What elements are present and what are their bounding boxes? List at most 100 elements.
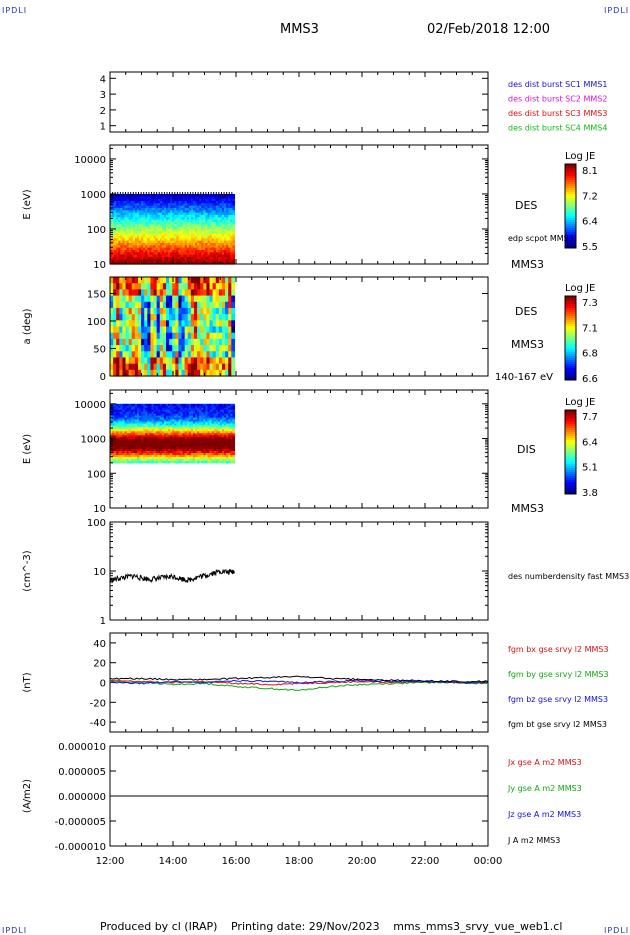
colorbar-cell [565, 346, 576, 348]
colorbar-cell [565, 362, 576, 364]
y-axis-label-1: E (eV) [22, 189, 33, 219]
legend-entry-magnetic-field: fgm bt gse srvy l2 MMS3 [508, 720, 607, 729]
panel-frame-0 [110, 72, 488, 132]
colorbar-cell [565, 194, 576, 196]
pitch-angle-cell [231, 277, 235, 284]
dis-energy-spectrogram [110, 404, 235, 464]
colorbar-cell [565, 202, 576, 204]
colorbar-cell [565, 440, 576, 442]
colorbar-title: Log JE [565, 283, 595, 294]
colorbar-cell [565, 196, 576, 198]
colorbar-cell [565, 350, 576, 352]
colorbar-cell [565, 176, 576, 178]
spacecraft-label-des-pitch: MMS3 [511, 338, 544, 351]
legend-entry-density: des numberdensity fast MMS3 [508, 572, 629, 581]
colorbar-cell [565, 454, 576, 456]
colorbar-cell [565, 460, 576, 462]
colorbar-cell [565, 374, 576, 376]
colorbar-cell [565, 470, 576, 472]
colorbar-cell [565, 204, 576, 206]
colorbar-cell [565, 366, 576, 368]
colorbar-dis-energy: Log JE7.76.45.13.8 [565, 397, 598, 499]
colorbar-cell [565, 354, 576, 356]
colorbar-cell [565, 192, 576, 194]
colorbar-cell [565, 426, 576, 428]
colorbar-cell [565, 468, 576, 470]
pitch-angle-cell [231, 327, 235, 334]
colorbar-cell [565, 342, 576, 344]
colorbar-tick-label: 7.7 [582, 412, 598, 423]
colorbar-cell [565, 338, 576, 340]
colorbar-cell [565, 352, 576, 354]
colorbar-cell [565, 412, 576, 414]
colorbar-cell [565, 230, 576, 232]
y-axis-label-2: a (deg) [22, 308, 33, 344]
colorbar-cell [565, 448, 576, 450]
colorbar-cell [565, 178, 576, 180]
spacecraft-label-des-energy: MMS3 [511, 258, 544, 271]
colorbar-cell [565, 172, 576, 174]
des-pitch-angle-spectrogram [110, 277, 235, 377]
colorbar-cell [565, 188, 576, 190]
colorbar-cell [565, 326, 576, 328]
colorbar-tick-label: 6.4 [582, 217, 598, 228]
y-tick-label: 10000 [74, 155, 106, 166]
colorbar-cell [565, 464, 576, 466]
y-tick-label: 100 [87, 317, 106, 328]
colorbar-cell [565, 490, 576, 492]
colorbar-cell [565, 200, 576, 202]
colorbar-cell [565, 208, 576, 210]
colorbar-cell [565, 442, 576, 444]
pitch-angle-cell [231, 314, 235, 321]
colorbar-cell [565, 244, 576, 246]
colorbar-cell [565, 332, 576, 334]
colorbar-title: Log JE [565, 151, 595, 162]
instrument-label-des-pitch: DES [515, 305, 537, 318]
y-tick-label: 100 [87, 469, 106, 480]
colorbar-tick-label: 7.1 [582, 323, 598, 334]
colorbar-cell [565, 444, 576, 446]
colorbar-tick-label: 6.6 [582, 374, 598, 385]
pitch-angle-cell [231, 283, 235, 290]
colorbar-cell [565, 330, 576, 332]
colorbar-tick-label: 8.1 [582, 166, 598, 177]
colorbar-cell [565, 452, 576, 454]
y-tick-label: 10 [93, 504, 106, 515]
spacecraft-label-dis: MMS3 [511, 502, 544, 515]
pitch-angle-cell [231, 289, 235, 296]
colorbar-cell [565, 190, 576, 192]
colorbar-cell [565, 224, 576, 226]
des-energy-spectrogram [110, 192, 235, 265]
colorbar-tick-label: 7.3 [582, 298, 598, 309]
y-axis-label-5: (nT) [22, 672, 33, 692]
colorbar-cell [565, 368, 576, 370]
colorbar-cell [565, 424, 576, 426]
colorbar-title: Log JE [565, 397, 595, 408]
y-tick-label: 1000 [81, 435, 106, 446]
colorbar-tick-label: 6.8 [582, 349, 598, 360]
legend-entry-availability: des dist burst SC1 MMS1 [508, 80, 607, 89]
y-tick-label: -40 [90, 718, 106, 729]
pitch-angle-cell [231, 302, 235, 309]
legend-entry-availability: des dist burst SC2 MMS2 [508, 95, 607, 104]
dis-spectrogram-cell [232, 461, 235, 464]
colorbar-tick-label: 3.8 [582, 488, 598, 499]
colorbar-cell [565, 364, 576, 366]
pitch-angle-cell [231, 345, 235, 352]
colorbar-cell [565, 358, 576, 360]
colorbar-cell [565, 478, 576, 480]
y-tick-label: 50 [93, 345, 106, 356]
colorbar-cell [565, 376, 576, 378]
colorbar-cell [565, 170, 576, 172]
y-tick-label: -20 [90, 698, 106, 709]
colorbar-cell [565, 334, 576, 336]
colorbar-cell [565, 212, 576, 214]
colorbar-cell [565, 312, 576, 314]
colorbar-tick-label: 7.2 [582, 191, 598, 202]
pitch-angle-cell [231, 357, 235, 364]
overlay-label-scpot: edp scpot MMS3 [508, 234, 574, 243]
colorbar-cell [565, 434, 576, 436]
colorbar-cell [565, 228, 576, 230]
colorbar-cell [565, 218, 576, 220]
colorbar-cell [565, 184, 576, 186]
